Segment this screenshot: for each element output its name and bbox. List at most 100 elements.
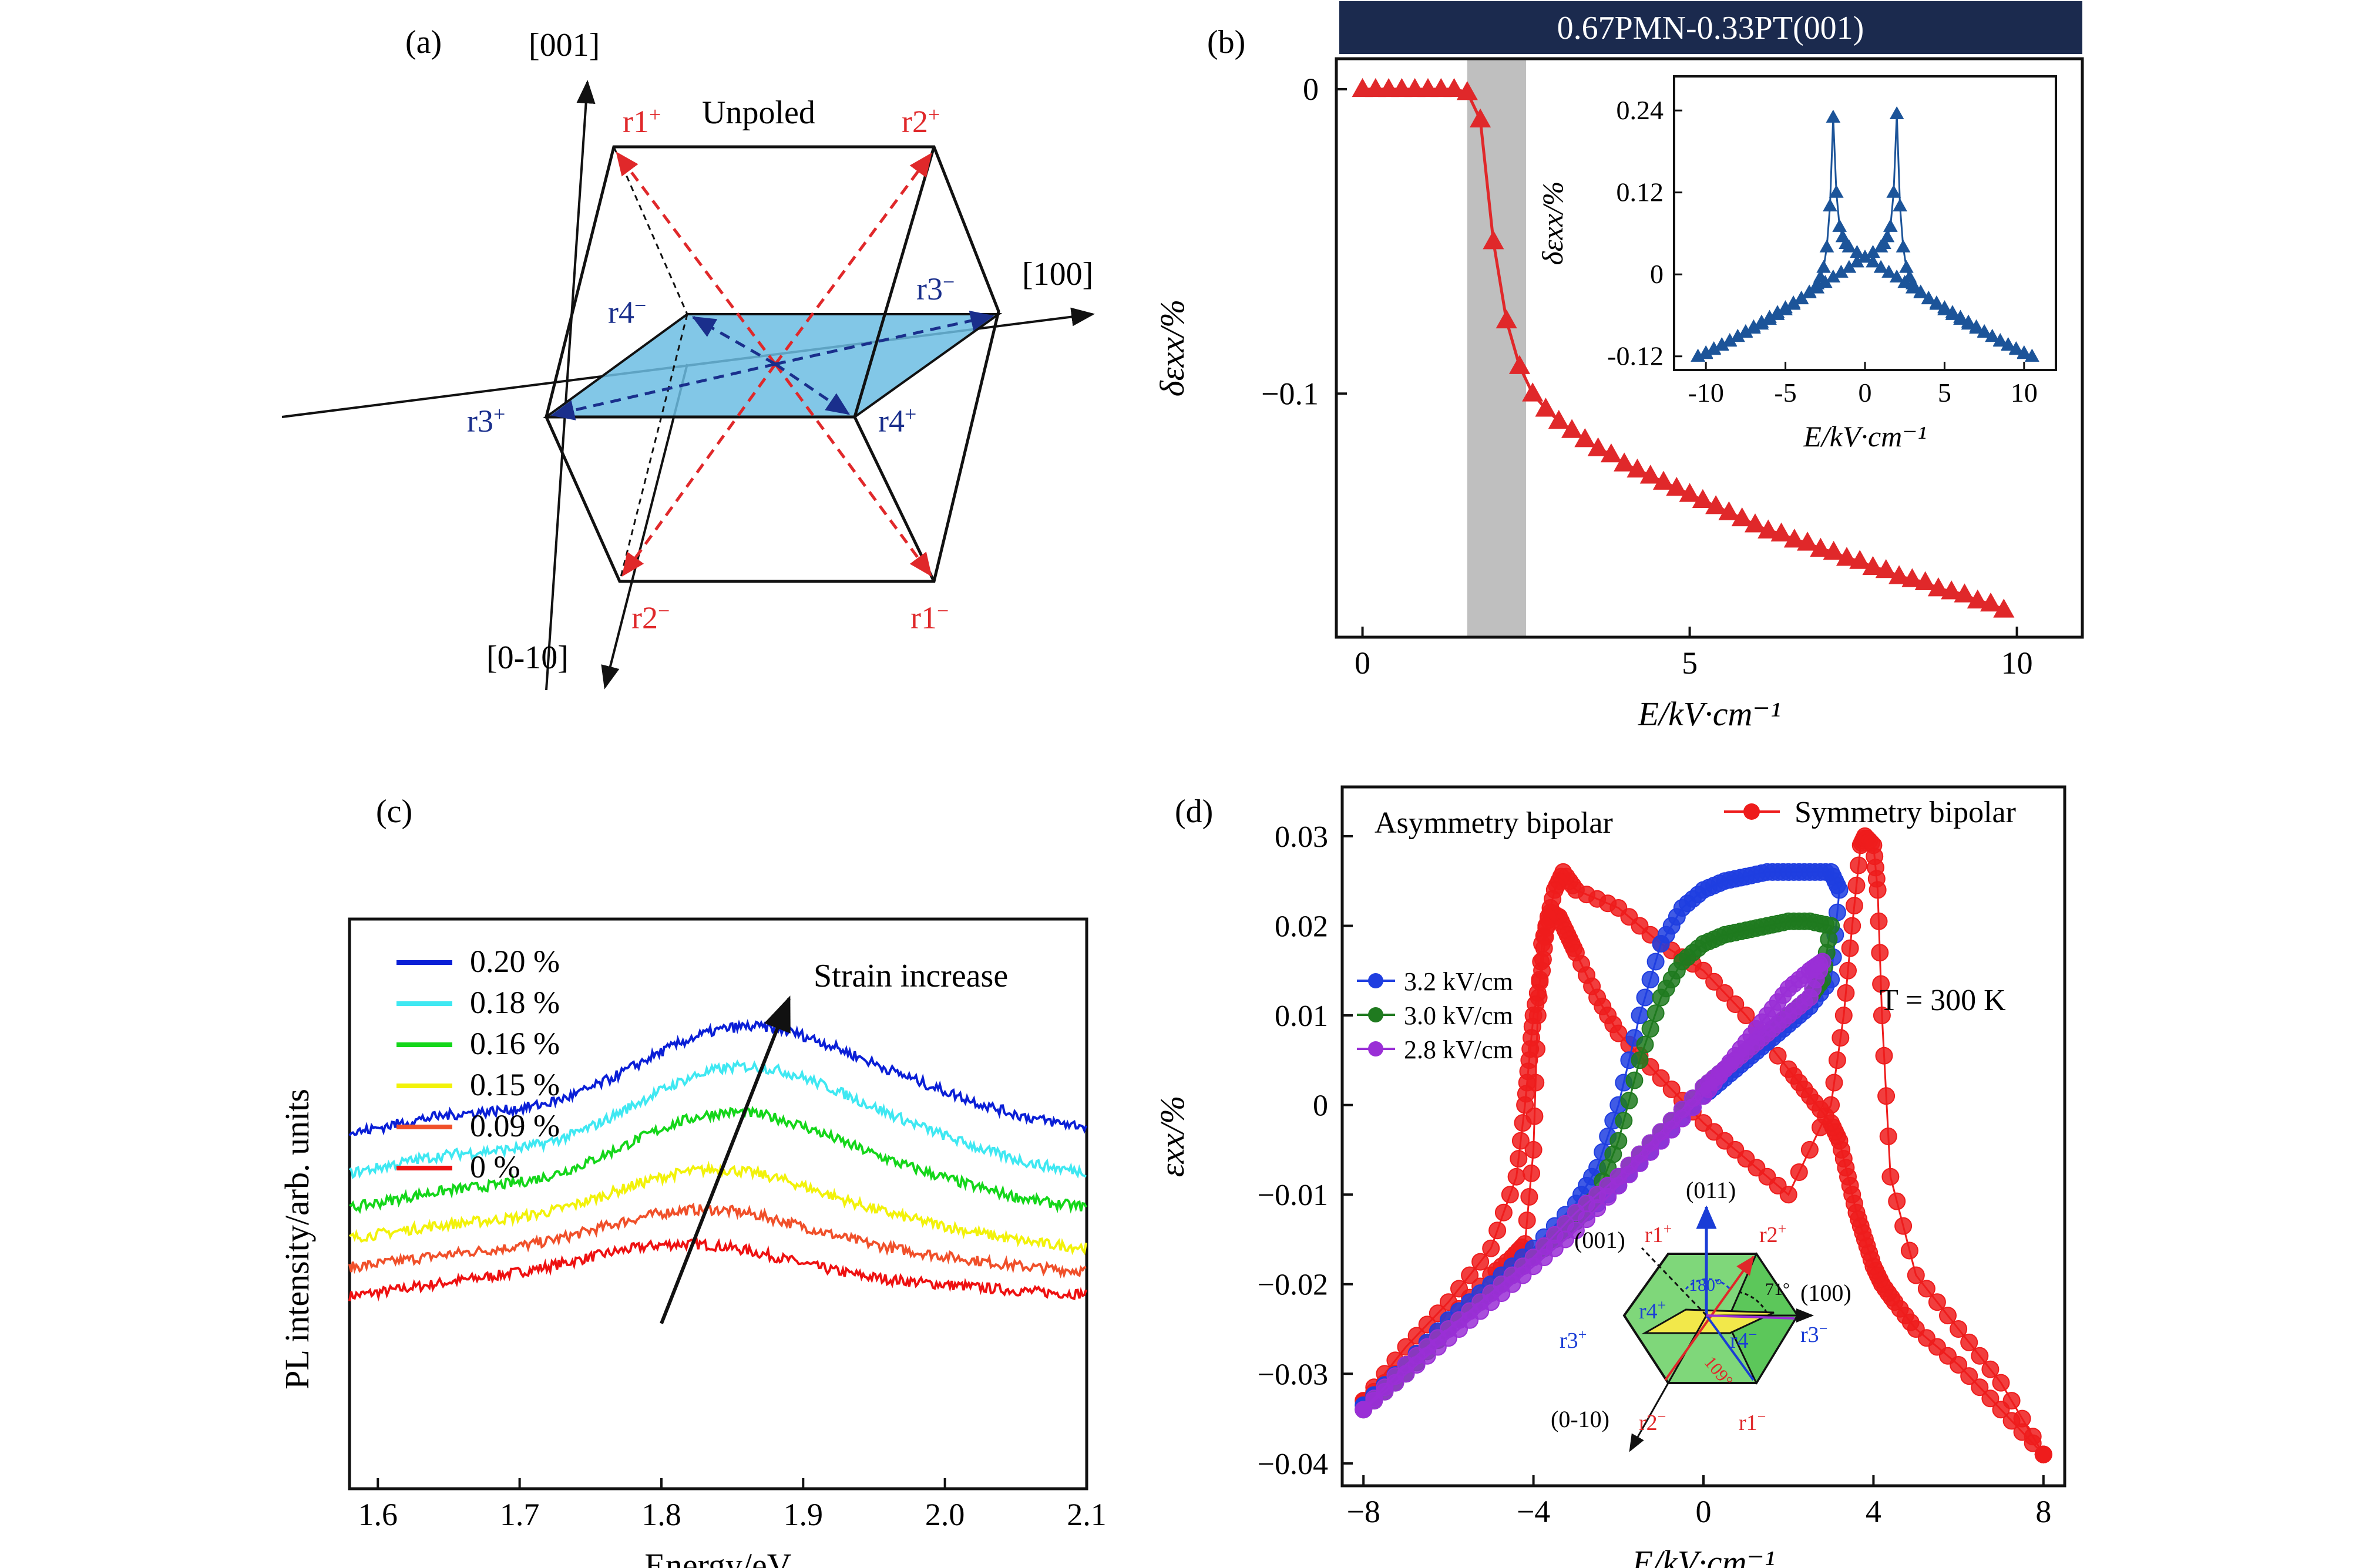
data-point — [1483, 230, 1504, 250]
data-point — [1746, 319, 1761, 332]
legend-label: Symmetry bipolar — [1795, 796, 2016, 829]
data-point — [1850, 254, 1864, 268]
data-point — [1511, 1132, 1530, 1150]
inset-label-r4m: r4− — [1730, 1326, 1757, 1353]
data-point — [1937, 302, 1952, 315]
inset-label-text: r3 — [1800, 1323, 1819, 1347]
data-point — [1829, 184, 1844, 198]
legend-swatch-marker — [1743, 803, 1760, 820]
data-point — [1779, 1060, 1797, 1078]
y-tick-label: 0 — [1650, 259, 1664, 289]
edge-r2p-r4p — [853, 146, 936, 418]
legend-label: 3.0 kV/cm — [1404, 1001, 1513, 1030]
chart-c-legend: 0.20 % 0.18 % 0.16 % 0.15 % 0.09 % 0 % — [396, 944, 560, 1185]
data-point — [1501, 1186, 1519, 1204]
data-point — [1535, 1237, 1553, 1255]
y-axis-label: δεxx/% — [1536, 181, 1569, 265]
x-tick-label: 0 — [1696, 1494, 1712, 1529]
data-point — [1841, 939, 1859, 957]
data-point — [1523, 1164, 1540, 1182]
x-tick-label: 2.1 — [1067, 1497, 1107, 1532]
data-point — [1913, 284, 1928, 298]
data-point — [1941, 580, 1963, 600]
data-point — [1872, 975, 1890, 993]
arrow-to-r2m — [621, 363, 777, 577]
data-point — [1843, 917, 1861, 935]
data-point — [1969, 321, 1984, 334]
chart-b-main: 0 5 10 0 −0.1 E/kV·cm⁻¹ δεxx/% — [1153, 57, 2084, 733]
x-tick-label: 10 — [2011, 378, 2038, 408]
data-point — [1770, 305, 1785, 318]
data-point — [1954, 583, 1975, 603]
data-point — [1443, 78, 1465, 97]
data-point — [1832, 218, 1847, 232]
spectrum-line — [348, 1019, 1087, 1137]
data-point — [1971, 1347, 1989, 1365]
data-point — [1706, 342, 1722, 355]
edge-r1p-r4m — [613, 146, 688, 315]
data-point — [1825, 1074, 1843, 1092]
data-point — [1522, 382, 1544, 402]
panel-a-title: Unpoled — [702, 95, 815, 131]
data-point — [1889, 106, 1904, 120]
data-point — [1615, 1112, 1633, 1130]
data-point — [1646, 953, 1665, 971]
data-point — [1953, 311, 1968, 325]
data-point — [1666, 476, 1688, 496]
y-tick-label: 0.12 — [1617, 177, 1664, 207]
panel-d: (d) −8 −4 0 4 80.030.020.010−0.01−0.02−0.03−… — [1153, 785, 2066, 1568]
data-point — [1545, 1226, 1564, 1244]
data-point — [1901, 568, 1923, 587]
data-point — [1614, 452, 1635, 472]
data-point — [1869, 881, 1887, 899]
axis-label-100: [100] — [1022, 256, 1093, 292]
data-point — [1488, 1222, 1507, 1240]
strain-increase-arrow — [660, 995, 791, 1324]
spectrum-line — [348, 1202, 1087, 1279]
data-point — [1830, 881, 1849, 899]
data-point — [1993, 598, 2015, 618]
data-point — [1866, 245, 1880, 258]
data-point — [1899, 260, 1914, 273]
x-tick-label: 0 — [1355, 645, 1370, 681]
y-tick-label: 0.24 — [1617, 95, 1664, 125]
data-point — [1744, 513, 1766, 533]
data-point — [1873, 239, 1888, 253]
data-point — [1587, 437, 1609, 456]
text-temperature: T = 300 K — [1880, 984, 2006, 1017]
data-point — [1762, 309, 1777, 323]
data-point — [1518, 1212, 1536, 1229]
data-point — [1816, 260, 1831, 273]
data-point — [1873, 1007, 1891, 1024]
x-tick-label: 10 — [2001, 645, 2033, 681]
panel-b-label: (b) — [1207, 24, 1245, 60]
data-point — [1692, 489, 1713, 509]
plot-frame — [1335, 57, 2084, 639]
y-tick-label: 0 — [1303, 72, 1319, 107]
legend-label: 0.16 % — [470, 1026, 560, 1061]
data-point — [1652, 1123, 1670, 1141]
data-point — [1705, 973, 1723, 991]
inset-label-sup: + — [1658, 1297, 1666, 1314]
inset-label-text: r1 — [1645, 1223, 1664, 1247]
inset-label-sup: − — [1758, 1408, 1766, 1425]
data-point — [1778, 300, 1793, 314]
legend-label: 0.09 % — [470, 1108, 560, 1143]
data-point — [1508, 355, 1530, 374]
data-point — [1875, 1047, 1893, 1065]
inset-label-sup: + — [1578, 1326, 1587, 1343]
y-axis-label: εxx/% — [1153, 1096, 1191, 1177]
inset-axis-label-011: (011) — [1686, 1177, 1736, 1203]
data-point — [1783, 529, 1805, 548]
data-point — [1770, 522, 1792, 542]
label-r1m: r1− — [910, 599, 949, 635]
panel-b-banner-text: 0.67PMN-0.33PT(001) — [1557, 10, 1864, 46]
data-point — [1726, 995, 1745, 1013]
data-point — [1722, 334, 1738, 347]
data-point — [1905, 276, 1920, 290]
data-point — [1888, 1192, 1906, 1210]
data-point — [1731, 507, 1753, 527]
data-point — [1886, 184, 1901, 198]
inset-arrow-r1m — [1705, 1314, 1755, 1381]
data-point — [2024, 1434, 2042, 1452]
